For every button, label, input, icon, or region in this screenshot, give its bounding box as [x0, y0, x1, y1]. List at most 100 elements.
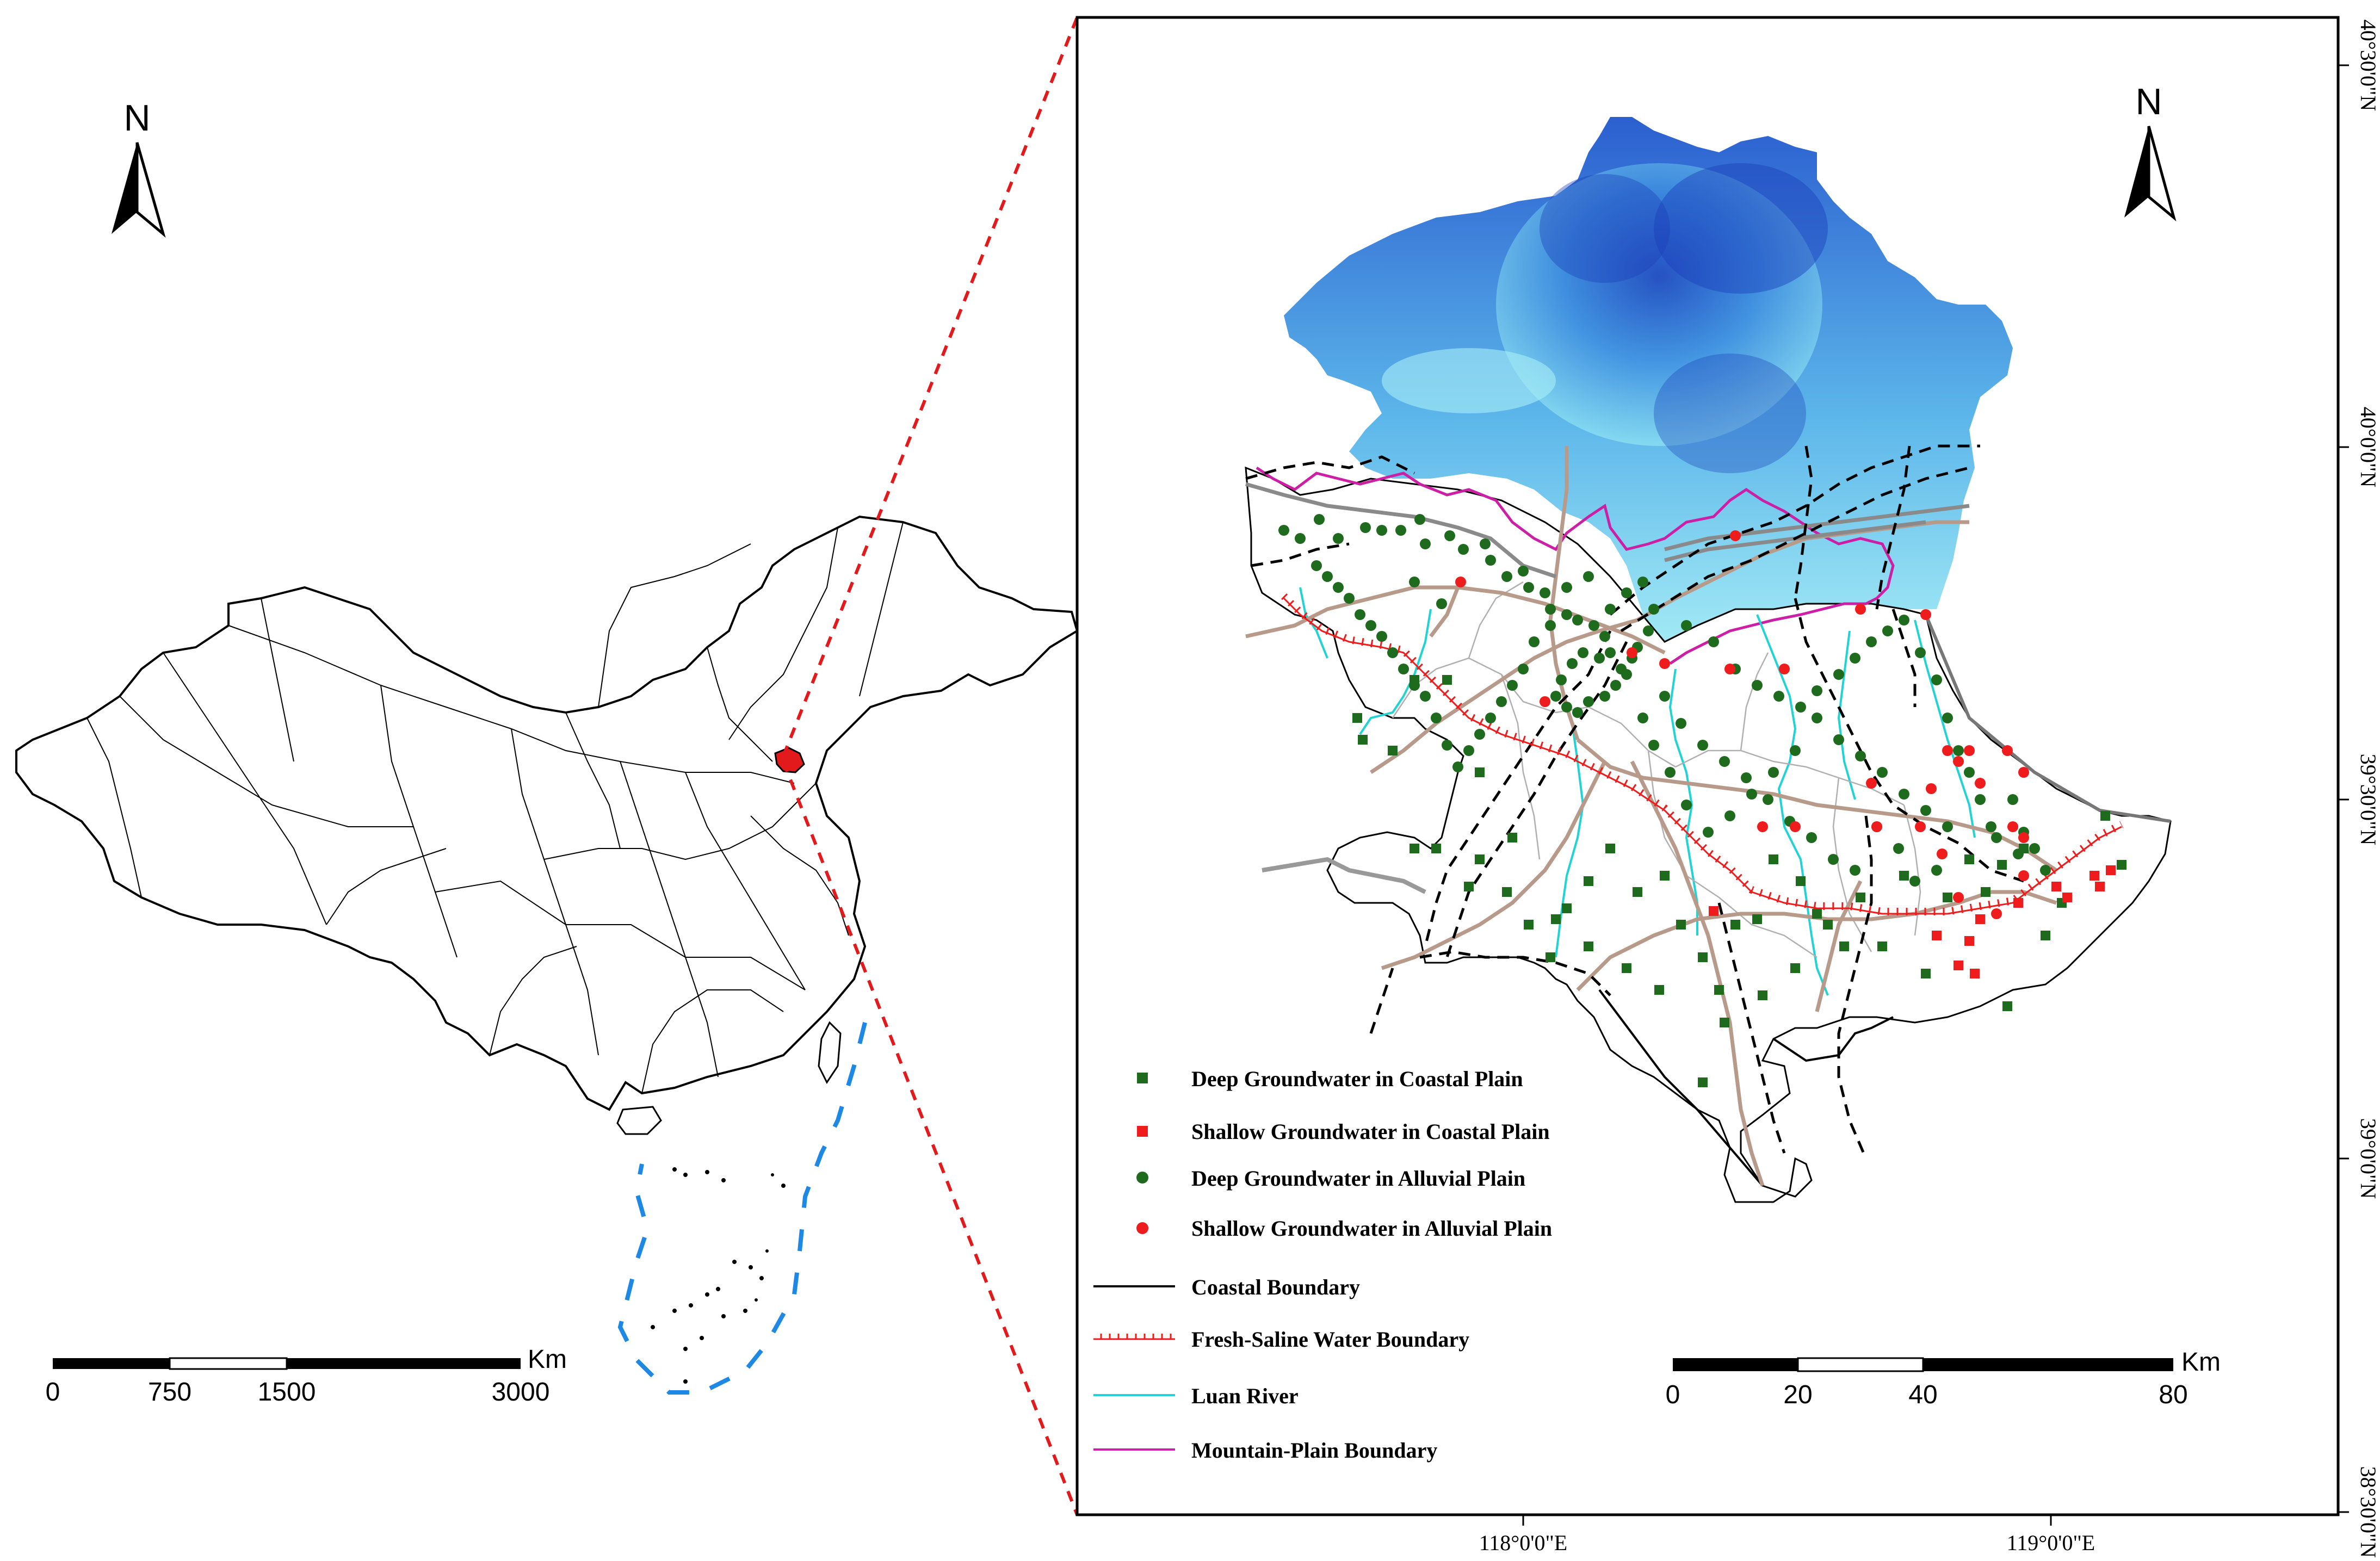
deep-alluvial-point [1572, 707, 1583, 718]
deep-alluvial-point [1561, 702, 1572, 713]
deep-alluvial-point [1458, 544, 1469, 555]
deep-alluvial-point [1676, 718, 1686, 729]
deep-alluvial-point [1360, 522, 1371, 533]
taiwan-outline [818, 1021, 842, 1084]
deep-alluvial-point [1444, 530, 1455, 541]
deep-alluvial-point [1463, 745, 1474, 756]
overview-scale-tick-2: 1500 [258, 1378, 316, 1407]
shallow-alluvial-point [2002, 745, 2013, 756]
shallow-coastal-point [2051, 882, 2061, 891]
china-outline [15, 515, 1079, 1111]
shallow-coastal-point [2062, 893, 2072, 902]
deep-coastal-point [1551, 914, 1561, 924]
deep-alluvial-point [1855, 751, 1866, 761]
deep-coastal-point [1605, 844, 1615, 853]
deep-alluvial-point [1768, 767, 1779, 778]
deep-alluvial-point [1594, 653, 1605, 664]
legend: Deep Groundwater in Coastal Plain Shallo… [1093, 1067, 1552, 1463]
deep-coastal-points [1352, 675, 2126, 1087]
legend-label-deep-alluvial: Deep Groundwater in Alluvial Plain [1191, 1166, 1525, 1191]
fresh-saline-boundary [1281, 593, 2124, 915]
deep-alluvial-point [2029, 843, 2040, 854]
shallow-coastal-points [1709, 865, 2116, 978]
lon-label-118: 118°0'0"E [1479, 1531, 1567, 1555]
shallow-alluvial-point [2018, 832, 2029, 843]
deep-alluvial-point [1561, 609, 1572, 620]
mountain-plain-boundary [1256, 466, 1895, 665]
shallow-alluvial-point [1871, 821, 1882, 832]
overview-north-arrow: N [112, 97, 166, 238]
deep-coastal-point [1633, 887, 1642, 897]
deep-coastal-point [1475, 854, 1485, 864]
deep-alluvial-point [1355, 609, 1365, 620]
shallow-alluvial-point [1953, 892, 1964, 903]
deep-alluvial-point [1893, 843, 1904, 854]
deep-coastal-point [2100, 811, 2110, 821]
deep-alluvial-point [1485, 713, 1496, 723]
overview-scale-unit: Km [528, 1345, 567, 1374]
shallow-coastal-point [2095, 882, 2105, 891]
shallow-alluvial-point [1779, 664, 1790, 674]
deep-alluvial-point [1637, 577, 1648, 587]
detail-north-label: N [2135, 81, 2162, 122]
deep-coastal-point [1964, 854, 1974, 864]
deep-alluvial-point [1556, 674, 1567, 685]
overview-scale-tick-1: 750 [148, 1378, 191, 1407]
deep-alluvial-point [1578, 647, 1588, 658]
deep-alluvial-point [1540, 587, 1550, 598]
deep-coastal-point [1410, 844, 1419, 853]
deep-coastal-point [1981, 887, 1990, 897]
deep-alluvial-point [1605, 604, 1616, 615]
deep-alluvial-point [1964, 767, 1975, 778]
deep-alluvial-point [1850, 865, 1860, 876]
shallow-alluvial-point [1953, 756, 1964, 767]
deep-coastal-point [1714, 985, 1724, 995]
coast-grey-edge [1924, 614, 2171, 823]
shallow-coastal-point [1932, 931, 1942, 940]
deep-alluvial-point [1708, 636, 1719, 647]
shallow-coastal-point [1964, 936, 1974, 946]
shallow-alluvial-point [1790, 821, 1801, 832]
deep-alluvial-point [2013, 848, 2024, 859]
deep-alluvial-point [1431, 713, 1442, 723]
shallow-alluvial-point [1920, 609, 1931, 620]
deep-alluvial-point [1882, 625, 1893, 636]
shallow-coastal-point [2106, 865, 2116, 875]
deep-alluvial-point [1610, 680, 1621, 691]
deep-coastal-point [2117, 860, 2126, 870]
deep-alluvial-point [1474, 729, 1485, 740]
deep-alluvial-point [1599, 631, 1610, 642]
deep-alluvial-point [1518, 566, 1529, 577]
deep-coastal-point [1676, 920, 1686, 930]
deep-alluvial-point [1567, 658, 1578, 669]
detail-scale-unit: Km [2181, 1348, 2221, 1377]
deep-alluvial-point [1572, 615, 1583, 625]
deep-coastal-point [1720, 1018, 1729, 1027]
deep-alluvial-point [1681, 620, 1692, 631]
deep-alluvial-point [1942, 713, 1953, 723]
deep-alluvial-point [1741, 772, 1752, 783]
deep-coastal-point [1943, 893, 1952, 902]
deep-coastal-point [1464, 882, 1474, 891]
deep-alluvial-point [1314, 514, 1325, 525]
overview-scale-bar: Km 0 750 1500 3000 [46, 1345, 567, 1407]
lat-label-4000: 40°0'0"N [2356, 407, 2380, 487]
deep-alluvial-point [1452, 761, 1463, 772]
deep-coastal-point [1352, 713, 1362, 723]
detail-scale-bar: Km 0 20 40 80 [1666, 1348, 2221, 1409]
deep-coastal-point [1584, 876, 1593, 886]
shallow-alluvial-point [1757, 821, 1768, 832]
deep-alluvial-point [1953, 745, 1964, 756]
shallow-alluvial-point [1942, 745, 1953, 756]
deep-alluvial-point [1599, 691, 1610, 702]
deep-alluvial-point [1588, 620, 1599, 631]
deep-alluvial-point [2007, 794, 2018, 805]
shallow-coastal-point [1954, 961, 1963, 970]
deep-coastal-point [1730, 920, 1740, 930]
shallow-alluvial-point [1724, 664, 1735, 674]
deep-coastal-point [1475, 767, 1485, 777]
deep-coastal-point [1812, 909, 1822, 919]
legend-label-fresh-saline: Fresh-Saline Water Boundary [1191, 1327, 1469, 1352]
deep-alluvial-point [1409, 577, 1420, 587]
deep-alluvial-point [1915, 647, 1926, 658]
